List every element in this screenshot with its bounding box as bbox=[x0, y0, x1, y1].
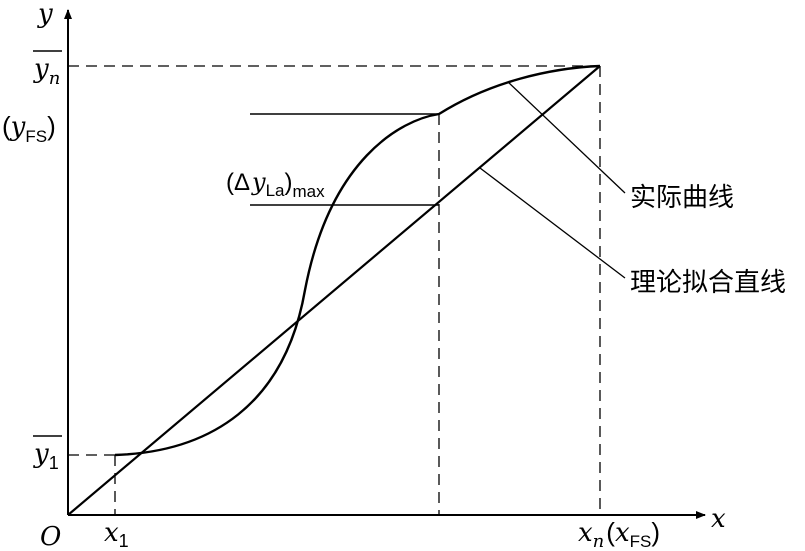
annotation-close: ) bbox=[285, 169, 293, 196]
annotation-open: (Δ bbox=[226, 169, 250, 196]
xfs-base: x bbox=[615, 518, 630, 548]
xn-tick-label: xn(xFS) bbox=[578, 517, 660, 551]
y1-base: y bbox=[33, 439, 49, 469]
yn-tick-label: yn bbox=[33, 50, 62, 89]
yfs-sub: FS bbox=[25, 127, 47, 146]
yfs-open: ( bbox=[2, 111, 11, 141]
dashed-guides bbox=[68, 65, 601, 515]
annotation-max: max bbox=[293, 182, 326, 201]
xn-sub: n bbox=[593, 531, 605, 551]
fitted-straight-line bbox=[67, 65, 601, 516]
actual-curve-leader bbox=[507, 81, 626, 194]
svg-text:yn: yn bbox=[33, 54, 60, 89]
xfs-open: ( bbox=[606, 517, 615, 547]
yfs-tick-label: (yFS) bbox=[2, 111, 56, 146]
actual-curve bbox=[114, 64, 601, 457]
fitted-line-callout: 理论拟合直线 bbox=[630, 268, 786, 298]
yfs-close: ) bbox=[47, 111, 56, 141]
yn-sub: n bbox=[49, 68, 61, 89]
xfs-sub: FS bbox=[630, 532, 652, 551]
y1-tick-label: y1 bbox=[33, 435, 62, 473]
x-axis-label: x bbox=[711, 504, 726, 534]
x1-tick-label: x1 bbox=[104, 518, 129, 551]
fitted-line-leader bbox=[479, 167, 626, 279]
yn-base: y bbox=[33, 54, 49, 84]
annotation-sub: La bbox=[266, 181, 285, 200]
origin-label: O bbox=[40, 522, 61, 551]
xfs-close: ) bbox=[651, 517, 660, 547]
y-axis-label: y bbox=[37, 0, 53, 29]
max-deviation-label: (ΔyLa)max bbox=[226, 168, 325, 201]
xn-base: x bbox=[578, 518, 593, 548]
svg-text:y1: y1 bbox=[33, 439, 59, 473]
x1-sub: 1 bbox=[119, 531, 129, 551]
yfs-base: y bbox=[10, 112, 26, 142]
y1-sub: 1 bbox=[49, 453, 59, 473]
annotation-base: y bbox=[251, 168, 266, 196]
actual-curve-callout: 实际曲线 bbox=[630, 183, 734, 213]
x1-base: x bbox=[104, 518, 119, 548]
